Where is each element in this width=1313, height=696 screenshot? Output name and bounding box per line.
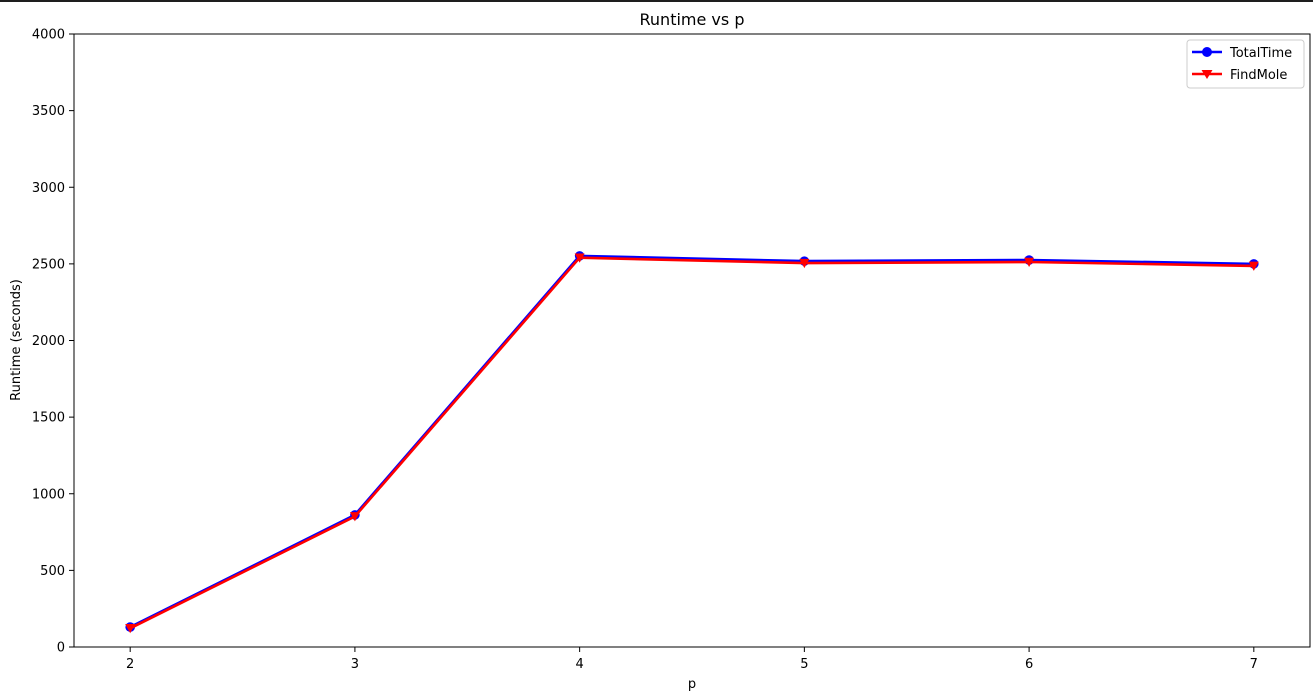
x-tick-label: 4 [575,657,583,672]
legend-entry-1: FindMole [1192,68,1287,83]
data-point-findmole [799,258,810,269]
series-line-findmole [129,256,1254,630]
y-tick-label: 1000 [32,487,65,502]
series-layer [125,251,1259,634]
y-tick-label: 0 [57,641,65,656]
data-point-findmole [1248,261,1259,271]
y-axis-title: Runtime (seconds) [9,279,24,401]
legend-marker-circle [1202,47,1212,57]
y-tick-label: 3000 [32,181,65,196]
y-tick-label: 4000 [32,28,65,43]
data-point-findmole [125,624,136,634]
x-tick-label: 6 [1025,657,1033,672]
legend-entry-0: TotalTime [1192,46,1292,61]
x-axis-title: p [688,677,696,692]
legend-label-findmole: FindMole [1230,68,1287,83]
y-tick-label: 500 [40,564,65,579]
legend-label-totaltime: TotalTime [1229,46,1292,61]
legend: TotalTime FindMole [1186,39,1305,89]
data-point-findmole [574,253,585,263]
y-tick-label: 2500 [32,257,65,272]
legend-marker-triangle [1201,70,1213,79]
data-point-findmole [1024,257,1035,268]
x-tick-label: 7 [1250,657,1258,672]
x-tick-label: 3 [351,657,359,672]
x-tick-label: 5 [800,657,808,672]
y-tick-label: 1500 [32,411,65,426]
x-tick-label: 2 [126,657,134,672]
series-line-totaltime [129,254,1254,629]
chart-title: Runtime vs p [640,10,745,29]
y-tick-label: 2000 [32,334,65,349]
x-axis-ticks: 2 3 4 5 6 7 [126,647,1258,672]
plot-frame [73,33,1311,648]
window-top-border [0,0,1313,2]
y-axis-ticks: 0 500 1000 1500 2000 2500 3000 3500 4000 [32,28,74,656]
data-point-findmole [349,512,360,522]
y-tick-label: 3500 [32,104,65,119]
